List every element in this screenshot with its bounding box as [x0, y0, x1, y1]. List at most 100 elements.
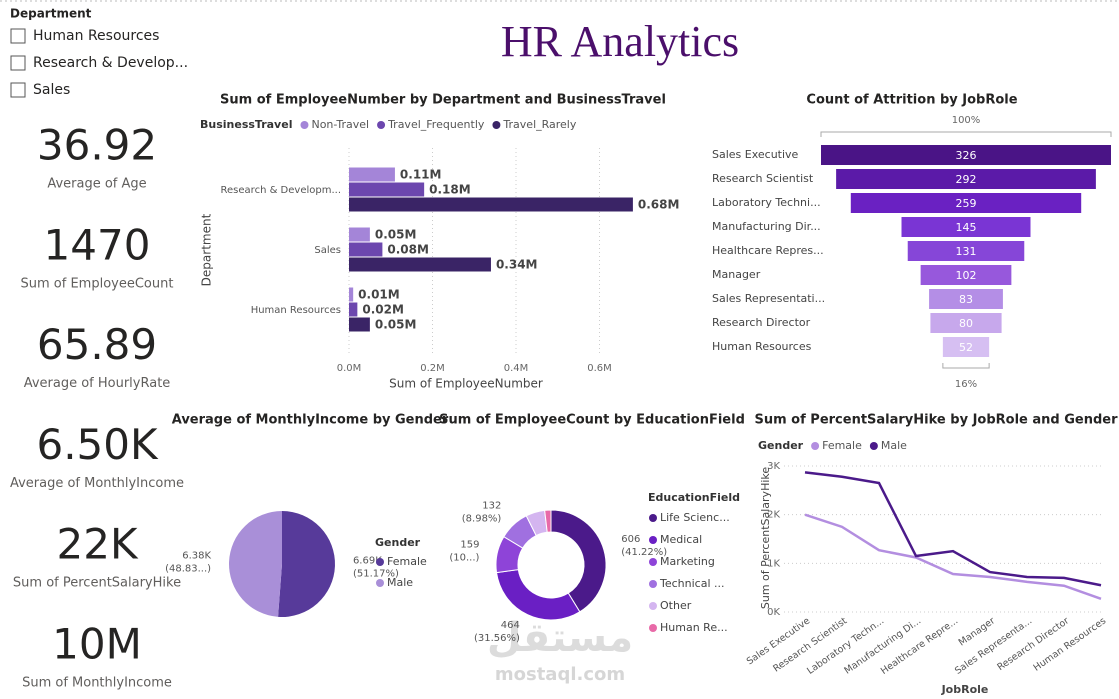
y-tick-label: 3K [767, 461, 780, 472]
category-label: Sales Executive [712, 148, 799, 161]
bar [349, 302, 358, 317]
category-label: Healthcare Repres... [712, 244, 824, 257]
legend-marker [376, 558, 384, 566]
legend-marker [492, 121, 501, 129]
data-label: 102 [956, 269, 977, 282]
bar [349, 167, 395, 182]
data-label: 80 [959, 317, 973, 330]
y-tick-label: Sales [314, 245, 341, 256]
y-tick-label: 2K [767, 510, 780, 521]
legend-title: BusinessTravel [200, 118, 292, 131]
data-label: 259 [956, 197, 977, 210]
x-tick-label: 0.0M [337, 363, 362, 374]
data-label: 131 [956, 245, 977, 258]
card-label: Sum of EmployeeCount [21, 276, 174, 291]
category-label: Research Scientist [712, 172, 814, 185]
y-tick-label: 1K [767, 558, 780, 569]
percent-label: (51.17%) [353, 569, 399, 580]
data-label: 6.38K [182, 550, 211, 561]
legend-title: EducationField [648, 491, 740, 504]
card-value: 22K [57, 520, 139, 569]
data-label: 0.18M [429, 183, 471, 197]
checkbox[interactable] [10, 82, 26, 98]
legend-label: Male [881, 439, 907, 452]
percent-label: (10...) [449, 552, 479, 563]
funnel-bar [942, 337, 990, 357]
data-label: 292 [956, 173, 977, 186]
x-tick-label: 0.4M [504, 363, 529, 374]
chart-title: Sum of EmployeeNumber by Department and … [220, 93, 666, 108]
chart-title: Average of MonthlyIncome by Gender [172, 413, 449, 428]
y-tick-label: Human Resources [251, 305, 341, 316]
card-value: 1470 [44, 220, 151, 269]
y-axis-title: Department [200, 213, 214, 286]
chart-title: Sum of PercentSalaryHike by JobRole and … [754, 413, 1118, 428]
data-label: 326 [956, 149, 977, 162]
data-label: 0.08M [387, 243, 429, 257]
checkbox[interactable] [10, 55, 26, 71]
legend-marker [649, 558, 657, 566]
data-label: 83 [959, 293, 973, 306]
legend-label: Travel_Rarely [502, 118, 576, 131]
card-label: Sum of PercentSalaryHike [13, 576, 181, 591]
data-label: 159 [460, 539, 479, 550]
checkbox[interactable] [10, 28, 26, 44]
line-series [804, 471, 1102, 587]
slicer-option[interactable]: Human Resources [33, 28, 159, 44]
bar [349, 182, 425, 197]
percent-label: (8.98%) [462, 513, 502, 524]
slicer-title: Department [10, 7, 92, 21]
funnel-bar [821, 145, 1111, 165]
page-title: HR Analytics [501, 17, 739, 66]
bar [349, 197, 633, 212]
card-label: Sum of MonthlyIncome [22, 676, 172, 691]
legend-label: Marketing [660, 555, 715, 568]
card-value: 10M [52, 620, 142, 669]
watermark: مستقل [487, 615, 633, 661]
data-label: 0.05M [375, 228, 417, 242]
funnel-bar [836, 169, 1096, 189]
x-tick-label: 0.6M [587, 363, 612, 374]
data-label: 52 [959, 341, 973, 354]
legend-marker [869, 442, 878, 450]
category-label: Sales Representati... [712, 292, 825, 305]
category-label: Manufacturing Dir... [712, 220, 821, 233]
percent-label: (31.56%) [474, 633, 520, 644]
bracket [942, 363, 990, 369]
legend-marker [377, 121, 386, 129]
card-label: Average of MonthlyIncome [10, 476, 184, 491]
legend-marker [649, 580, 657, 588]
legend-label: Travel_Frequently [387, 118, 485, 131]
legend-marker [649, 602, 657, 610]
legend-marker [300, 121, 309, 129]
legend-label: Male [387, 576, 413, 589]
funnel-bar [930, 313, 1002, 333]
funnel-bar [907, 241, 1025, 261]
slicer-option[interactable]: Sales [33, 82, 70, 98]
slicer-option[interactable]: Research & Develop... [33, 55, 188, 71]
chart-title: Count of Attrition by JobRole [806, 93, 1017, 108]
data-label: 464 [501, 620, 520, 631]
funnel-bar [901, 217, 1031, 237]
bar [349, 242, 383, 257]
category-label: Laboratory Techni... [712, 196, 821, 209]
bar [349, 257, 491, 272]
bar [349, 287, 354, 302]
legend-marker [649, 624, 657, 632]
legend-label: Non-Travel [311, 118, 369, 131]
funnel-bar [929, 289, 1003, 309]
legend-label: Other [660, 599, 692, 612]
funnel-top-label: 100% [952, 115, 981, 126]
percent-label: (41.22%) [621, 547, 667, 558]
slice [544, 509, 552, 533]
percent-label: (48.83...) [165, 563, 211, 574]
bracket [820, 131, 1112, 137]
slice [495, 569, 581, 621]
funnel-bottom-label: 16% [955, 379, 977, 390]
legend-label: Life Scienc... [660, 511, 730, 524]
legend-title: Gender [375, 536, 421, 549]
line-series [804, 513, 1102, 601]
x-tick-label: 0.2M [420, 363, 445, 374]
funnel-bar [920, 265, 1012, 285]
